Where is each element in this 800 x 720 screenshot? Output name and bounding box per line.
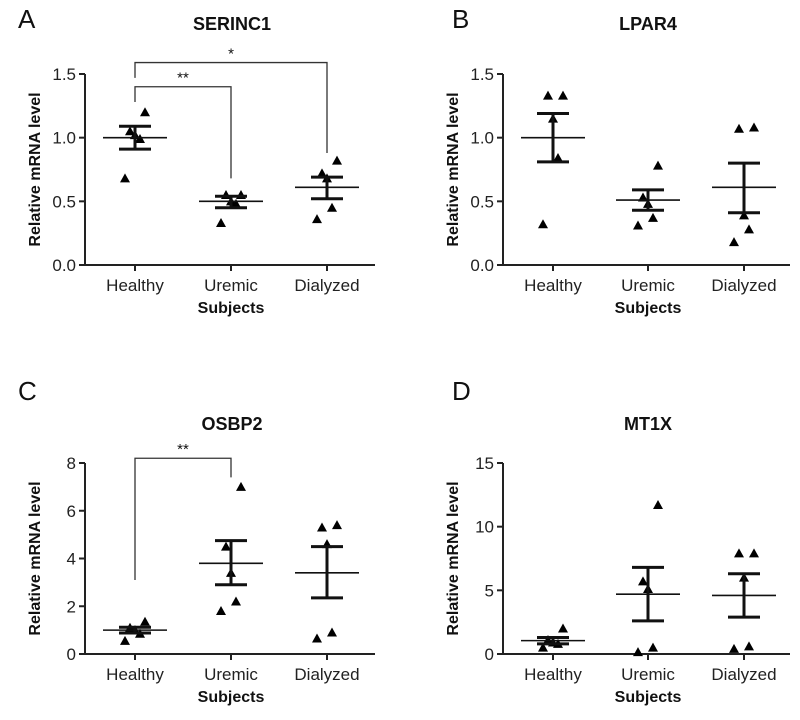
y-tick-label: 5 <box>485 581 494 600</box>
panel-letter: A <box>18 4 36 34</box>
data-point <box>312 633 322 643</box>
data-point <box>140 107 150 117</box>
data-point <box>543 634 553 644</box>
data-point <box>216 606 226 616</box>
x-tick-label: Dialyzed <box>294 665 359 684</box>
y-tick-label: 0.5 <box>470 192 494 211</box>
x-tick-label: Healthy <box>524 665 582 684</box>
y-axis-label: Relative mRNA level <box>445 481 462 635</box>
significance-bracket <box>134 61 328 153</box>
significance-label: ** <box>177 441 189 458</box>
x-tick-label: Dialyzed <box>294 276 359 295</box>
data-point <box>327 202 337 212</box>
y-axis-label: Relative mRNA level <box>27 481 44 635</box>
data-point <box>317 168 327 178</box>
chart-title: MT1X <box>624 414 672 434</box>
y-tick-label: 0.0 <box>52 256 76 275</box>
panel-letter: D <box>452 376 471 406</box>
chart-title: LPAR4 <box>619 14 677 34</box>
y-axis-label: Relative mRNA level <box>445 92 462 246</box>
y-tick-label: 0.0 <box>470 256 494 275</box>
data-point <box>221 541 231 551</box>
panel-a: A SERINC1 0.0 0.5 1.0 1.5 Healthy Uremic Dialyze… <box>18 4 375 317</box>
data-point <box>638 576 648 586</box>
y-tick-label: 4 <box>67 550 76 569</box>
data-point <box>648 212 658 222</box>
data-point <box>749 122 759 132</box>
data-point <box>744 641 754 651</box>
data-point <box>120 173 130 183</box>
x-tick-label: Uremic <box>204 276 258 295</box>
y-tick-label: 1.5 <box>52 65 76 84</box>
data-point <box>332 155 342 165</box>
data-point <box>653 500 663 510</box>
data-point <box>729 643 739 653</box>
x-tick-label: Uremic <box>621 276 675 295</box>
y-tick-label: 2 <box>67 597 76 616</box>
significance-bracket <box>134 457 232 580</box>
data-point <box>120 635 130 645</box>
data-point <box>327 627 337 637</box>
data-point <box>734 123 744 133</box>
significance-label: ** <box>177 70 189 87</box>
panel-letter: C <box>18 376 37 406</box>
x-axis-label: Subjects <box>615 689 682 706</box>
data-point <box>749 548 759 558</box>
x-tick-label: Uremic <box>204 665 258 684</box>
chart-title: SERINC1 <box>193 14 271 34</box>
y-axis-label: Relative mRNA level <box>27 92 44 246</box>
x-axis-label: Subjects <box>198 689 265 706</box>
x-tick-label: Dialyzed <box>711 665 776 684</box>
x-tick-label: Healthy <box>524 276 582 295</box>
chart-title: OSBP2 <box>201 414 262 434</box>
x-tick-label: Healthy <box>106 665 164 684</box>
data-point <box>538 642 548 652</box>
x-tick-label: Dialyzed <box>711 276 776 295</box>
y-tick-label: 1.5 <box>470 65 494 84</box>
y-tick-label: 0.5 <box>52 192 76 211</box>
data-point <box>317 522 327 532</box>
y-tick-label: 0 <box>67 645 76 664</box>
data-point <box>216 217 226 227</box>
data-point <box>633 647 643 657</box>
panel-b: B LPAR4 0.0 0.5 1.0 1.5 Healthy Uremic Dialyzed S… <box>445 4 790 317</box>
x-tick-label: Healthy <box>106 276 164 295</box>
x-axis-label: Subjects <box>615 300 682 317</box>
x-axis-label: Subjects <box>198 300 265 317</box>
data-point <box>739 210 749 220</box>
data-point <box>312 214 322 224</box>
y-tick-label: 1.0 <box>470 129 494 148</box>
y-tick-label: 1.0 <box>52 129 76 148</box>
data-point <box>140 616 150 626</box>
data-point <box>648 642 658 652</box>
data-point <box>125 126 135 136</box>
significance-label: * <box>228 46 234 63</box>
data-point <box>236 481 246 491</box>
x-tick-label: Uremic <box>621 665 675 684</box>
panel-c: C OSBP2 0 2 4 6 8 Healthy Uremic Dialyzed ** Subjec… <box>18 376 375 706</box>
data-point <box>332 520 342 530</box>
data-point <box>553 153 563 163</box>
panel-letter: B <box>452 4 469 34</box>
y-tick-label: 8 <box>67 454 76 473</box>
y-tick-label: 0 <box>485 645 494 664</box>
data-point <box>231 596 241 606</box>
y-tick-label: 15 <box>475 454 494 473</box>
data-point <box>729 237 739 247</box>
data-point <box>734 548 744 558</box>
data-point <box>558 623 568 633</box>
data-point <box>744 224 754 234</box>
data-point <box>558 90 568 100</box>
data-point <box>633 220 643 230</box>
data-point <box>538 219 548 229</box>
y-tick-label: 6 <box>67 502 76 521</box>
data-point <box>543 90 553 100</box>
panel-d: D MT1X 0 5 10 15 Healthy Uremic Dialyzed Subjects… <box>445 376 790 706</box>
data-point <box>231 198 241 208</box>
y-tick-label: 10 <box>475 518 494 537</box>
data-point <box>653 160 663 170</box>
significance-bracket <box>134 86 232 179</box>
